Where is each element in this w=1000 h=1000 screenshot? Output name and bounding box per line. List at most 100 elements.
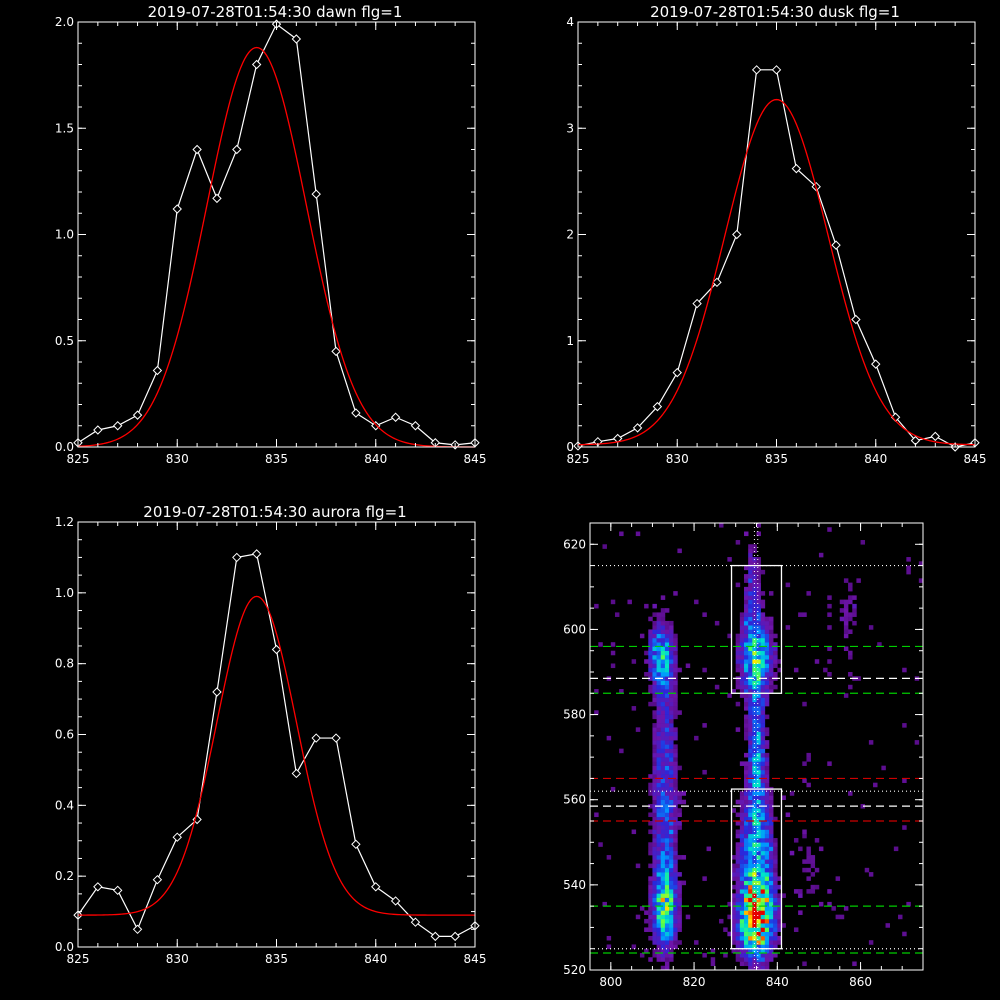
heatmap-cell	[760, 769, 766, 775]
heatmap-cell	[648, 663, 653, 669]
heatmap-cell	[660, 897, 666, 903]
heatmap-cell	[768, 646, 774, 652]
heatmap-cell	[752, 659, 757, 664]
heatmap-cell	[756, 893, 761, 898]
heatmap-cell	[756, 965, 761, 971]
heatmap-cell	[756, 701, 761, 707]
heatmap-cell	[843, 629, 849, 634]
heatmap-cell	[756, 557, 761, 562]
heatmap-cell	[748, 693, 753, 698]
heatmap-cell	[856, 578, 861, 583]
heatmap-cell	[652, 723, 657, 728]
heatmap-cell	[681, 791, 687, 796]
heatmap-cell	[664, 825, 670, 830]
heatmap-cell	[739, 620, 745, 626]
heatmap-cell	[652, 821, 657, 826]
data-point	[692, 298, 702, 309]
heatmap-cell	[664, 838, 670, 843]
heatmap-cell	[818, 552, 824, 558]
heatmap-cell	[669, 859, 674, 864]
heatmap-cell	[669, 948, 674, 954]
panel|2-ytick-label: 1.2	[55, 515, 74, 529]
panel|1-xtick-label: 840	[864, 452, 887, 466]
heatmap-cell	[669, 816, 674, 822]
heatmap-cell	[739, 893, 745, 898]
heatmap-cell	[744, 706, 749, 711]
heatmap-cell	[669, 872, 674, 877]
heatmap-cell	[748, 616, 753, 622]
heatmap-cell	[756, 740, 761, 745]
heatmap-cell	[652, 901, 657, 907]
heatmap-cell	[664, 944, 670, 950]
heatmap-cell	[756, 625, 761, 630]
heatmap-cell	[744, 850, 749, 856]
heatmap-cell	[760, 765, 766, 771]
heatmap-cell	[852, 612, 857, 617]
heatmap-cell	[768, 850, 774, 856]
heatmap-cell	[702, 667, 707, 673]
heatmap-cell	[773, 816, 778, 822]
heatmap-cell	[660, 859, 666, 864]
heatmap-cell	[806, 867, 811, 873]
heatmap-cell	[748, 727, 753, 732]
heatmap-cell	[764, 842, 770, 847]
dusk-spectrum-panel: 2019-07-28T01:54:30 dusk flg=1 825 830 835…	[566, 3, 986, 466]
heatmap-cell	[756, 876, 761, 881]
heatmap-cell	[644, 910, 649, 915]
heatmap-cell	[748, 957, 753, 962]
heatmap-cell	[660, 786, 666, 792]
heatmap-cell	[660, 863, 666, 869]
heatmap-cell	[768, 846, 774, 852]
heatmap-cell	[760, 931, 766, 937]
heatmap-cell	[677, 825, 682, 830]
heatmap-cell	[639, 633, 645, 639]
heatmap-cell	[635, 914, 641, 920]
panel|3-ytick-label: 580	[563, 708, 586, 722]
heatmap-cell	[785, 812, 791, 818]
heatmap-cell	[764, 689, 770, 694]
heatmap-cell	[669, 795, 674, 801]
heatmap-cell	[610, 642, 616, 647]
heatmap-cell	[752, 710, 757, 715]
heatmap-cell	[652, 765, 657, 771]
heatmap-cell	[760, 667, 766, 673]
heatmap-cell	[664, 914, 670, 920]
heatmap-cell	[656, 935, 662, 941]
heatmap-cell	[760, 654, 766, 660]
heatmap-cell	[756, 710, 761, 715]
heatmap-cell	[739, 612, 745, 617]
heatmap-cell	[673, 731, 678, 737]
heatmap-cell	[664, 620, 670, 626]
heatmap-cell	[752, 650, 757, 656]
heatmap-cell	[652, 910, 657, 915]
heatmap-cell	[764, 952, 770, 958]
selection-box	[730, 788, 783, 950]
heatmap-cell	[739, 676, 745, 681]
data-point	[112, 421, 123, 431]
heatmap-cell	[744, 599, 749, 605]
heatmap-cell	[664, 893, 670, 898]
heatmap-cell	[752, 940, 757, 945]
heatmap-cell	[906, 569, 911, 575]
heatmap-cell	[660, 906, 666, 911]
heatmap-cell	[756, 952, 761, 958]
heatmap-cell	[669, 829, 674, 835]
heatmap-cell	[673, 935, 678, 941]
heatmap-cell	[768, 663, 774, 669]
heatmap-cell	[764, 940, 770, 945]
heatmap-cell	[768, 842, 774, 847]
data-point	[410, 917, 421, 927]
heatmap-cell	[748, 965, 753, 971]
heatmap-cell	[748, 654, 753, 660]
heatmap-cell	[748, 952, 753, 958]
heatmap-cell	[793, 889, 799, 894]
heatmap-cell	[806, 591, 811, 596]
heatmap-cell	[614, 612, 620, 617]
heatmap-cell	[744, 867, 749, 873]
heatmap-cell	[660, 893, 666, 898]
heatmap-cell	[777, 876, 782, 881]
heatmap-cell	[744, 565, 749, 571]
heatmap-cell	[652, 680, 657, 686]
heatmap-cell	[744, 769, 749, 775]
heatmap-cell	[744, 906, 749, 911]
